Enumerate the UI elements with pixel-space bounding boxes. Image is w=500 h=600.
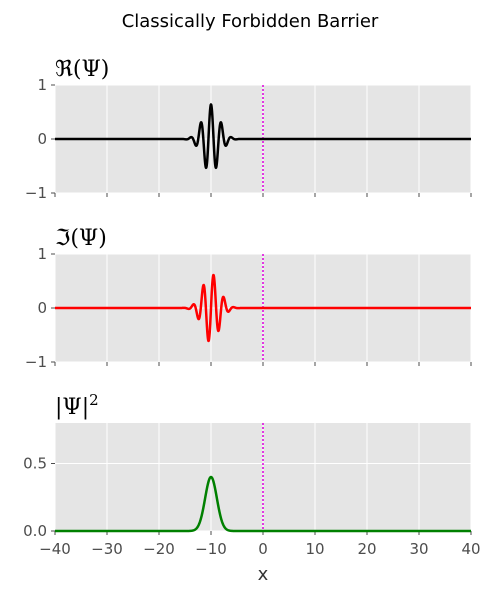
series-line-density — [54, 475, 472, 533]
panel-title-density: |Ψ|2 — [55, 391, 99, 420]
x-axis-label: x — [258, 564, 269, 585]
panel-density: 0.0 0.5 −40 −30 −20 −10 0 10 20 30 40 |Ψ|2 x — [23, 391, 480, 585]
y-tick-label: 1 — [37, 245, 47, 263]
x-tick-label: −30 — [91, 540, 123, 558]
panel-title-superscript: 2 — [89, 391, 99, 409]
x-tick-label: 10 — [305, 540, 324, 558]
y-tick-label: 0 — [37, 130, 47, 148]
panel-title-real: ℜ(Ψ) — [55, 57, 109, 82]
y-tick-label: 0 — [37, 299, 47, 317]
y-tick-label: 0.5 — [23, 455, 47, 473]
x-tick-label: 0 — [258, 540, 268, 558]
y-tick-label: −1 — [25, 353, 47, 371]
series-line-imag — [54, 273, 472, 343]
x-tick-label: 30 — [409, 540, 428, 558]
x-tick-label: −20 — [143, 540, 175, 558]
y-tick-label: −1 — [25, 184, 47, 202]
figure-title: Classically Forbidden Barrier — [122, 11, 379, 32]
x-tick-label: 20 — [357, 540, 376, 558]
x-tick-label: −40 — [39, 540, 71, 558]
series-line-real — [54, 103, 472, 170]
panel-title-imag: ℑ(Ψ) — [55, 226, 107, 251]
panel-real: −1 0 1 ℜ(Ψ) — [25, 57, 472, 202]
y-tick-label: 0.0 — [23, 522, 47, 540]
x-tick-label: 40 — [461, 540, 480, 558]
y-tick-label: 1 — [37, 76, 47, 94]
panel-imag: −1 0 1 ℑ(Ψ) — [25, 226, 472, 371]
x-tick-label: −10 — [195, 540, 227, 558]
